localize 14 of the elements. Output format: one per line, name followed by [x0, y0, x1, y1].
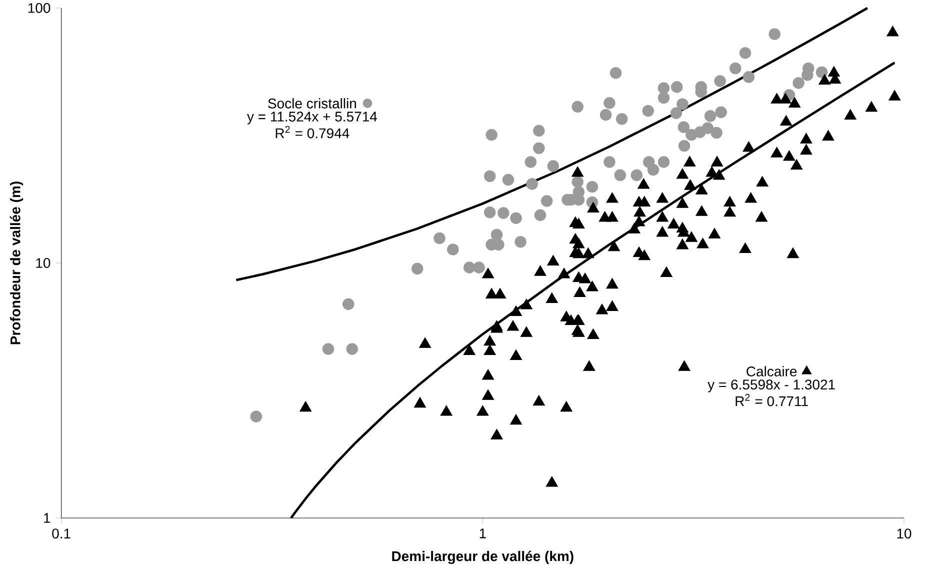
y-tick-label: 10	[36, 258, 50, 268]
y-tick-label: 1	[44, 513, 50, 523]
x-tick-label: 10	[897, 528, 912, 539]
legend-label: Calcaire	[746, 366, 797, 376]
annotation: y = 6.5598x - 1.3021	[708, 380, 835, 392]
y-axis-title: Profondeur de vallée (m)	[10, 182, 24, 344]
annotation: y = 11.524x + 5.5714	[246, 112, 378, 124]
legend-label: Socle cristallin	[268, 98, 356, 108]
annotation: R$^{2}$ = 0.7711	[736, 394, 808, 406]
x-tick-label: 0.1	[52, 528, 70, 539]
x-axis-title: Demi-largeur de vallée (km)	[392, 550, 574, 564]
y-tick-label: 100	[28, 3, 50, 13]
x-tick-label: 1	[480, 528, 486, 538]
annotation: R$^{2}$ = 0.7944	[276, 126, 350, 138]
